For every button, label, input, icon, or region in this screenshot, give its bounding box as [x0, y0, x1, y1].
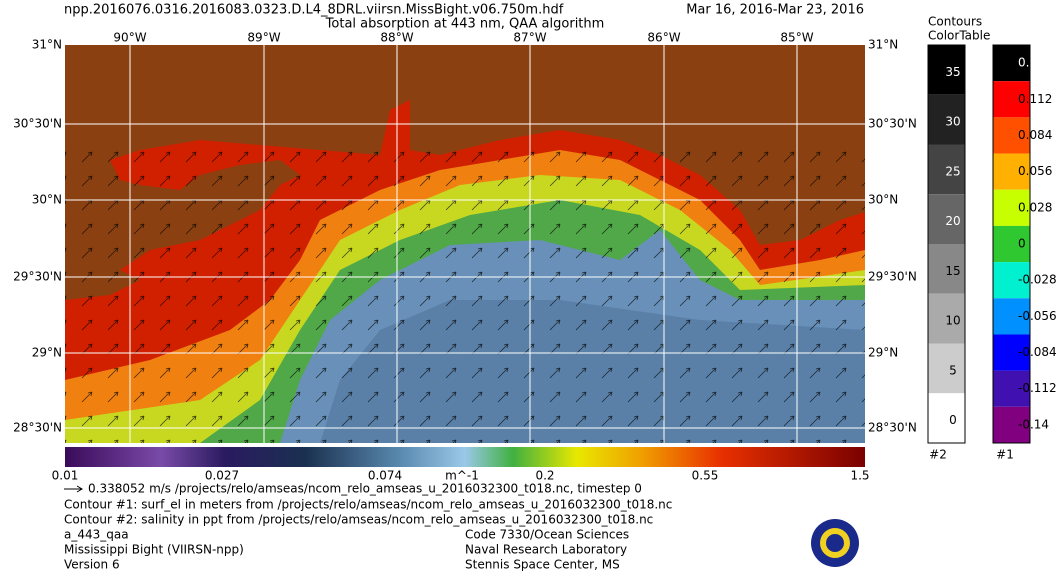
- colortable-1-label: -0.028: [1018, 273, 1057, 287]
- colortable-1-cell: [993, 370, 1030, 407]
- colortable-1-cell: [993, 262, 1030, 299]
- colortable-2-label: 25: [945, 164, 960, 178]
- dates: Mar 16, 2016-Mar 23, 2016: [686, 3, 864, 18]
- colorbar-label: m^-1: [445, 469, 479, 483]
- colortable-1-frame: [992, 44, 1031, 444]
- footer-line: Mississippi Bight (VIIRSN-npp): [64, 543, 244, 557]
- colortable-1-label: 0.028: [1018, 200, 1052, 214]
- colortable-1-label: 0.056: [1018, 164, 1052, 178]
- map: [65, 45, 865, 443]
- colortable-1-cell: [993, 334, 1030, 371]
- logo: [811, 519, 859, 567]
- colorbar-label: 0.2: [535, 469, 554, 483]
- colortable-1-label: -0.112: [1018, 381, 1057, 395]
- latitude-label: 30°N: [868, 193, 898, 207]
- colortable-1-label: -0.14: [1018, 417, 1049, 431]
- colortable-2-label: 10: [945, 314, 960, 328]
- colortable-1-cell: [993, 81, 1030, 118]
- latitude-label: 31°N: [32, 38, 62, 52]
- latitude-label: 28°30'N: [13, 421, 62, 435]
- org-line: Code 7330/Ocean Sciences: [465, 528, 629, 542]
- file-name: npp.2016076.0316.2016083.0323.D.L4_8DRL.…: [64, 3, 564, 18]
- colortable-1-label: 0: [1018, 237, 1026, 251]
- colorbar-label: 0.01: [52, 469, 79, 483]
- colortable-1-cell: [993, 153, 1030, 190]
- colortable-1-label: -0.084: [1018, 345, 1057, 359]
- colorbar-label: 0.027: [205, 469, 239, 483]
- colortable-1-name: #1: [996, 448, 1014, 462]
- colortable-2-cell: [928, 293, 965, 344]
- colortable-2-label: 30: [945, 115, 960, 129]
- colortable-2-label: 5: [949, 363, 957, 377]
- colortable-2-label: 15: [945, 264, 960, 278]
- longitude-label: 88°W: [380, 31, 413, 45]
- colortable-2-label: 20: [945, 214, 960, 228]
- latitude-label: 28°30'N: [868, 421, 917, 435]
- colortable-2-cell: [928, 94, 965, 145]
- colortable-2-cell: [928, 144, 965, 195]
- colortable-1-label: 0.084: [1018, 128, 1052, 142]
- colortable-1-label: 0.14: [1018, 56, 1045, 70]
- latitude-label: 29°30'N: [868, 270, 917, 284]
- org-line: Stennis Space Center, MS: [465, 558, 620, 572]
- latitude-label: 30°30'N: [13, 117, 62, 131]
- footer-line: Version 6: [64, 558, 120, 572]
- colorbar: [65, 447, 865, 467]
- subtitle: Total absorption at 443 nm, QAA algorith…: [325, 17, 605, 32]
- vector-key: [64, 485, 83, 493]
- longitude-label: 85°W: [780, 31, 813, 45]
- colortable-1: 0.14 0.112 0.084 0.056 0.028 0 -0.028 -0.056 -0.…: [993, 45, 1057, 443]
- latitude-label: 29°30'N: [13, 270, 62, 284]
- colortable-2-frame: [927, 44, 966, 444]
- colortable-1-cell: [993, 45, 1030, 82]
- colortable-1-cell: [993, 406, 1030, 443]
- colorbar-label: 0.074: [368, 469, 402, 483]
- org-line: Naval Research Laboratory: [465, 543, 627, 557]
- colorbar-label: 0.55: [692, 469, 719, 483]
- colortable-2-cell: [928, 393, 965, 443]
- colortable-2-cell: [928, 194, 965, 244]
- contours-subtitle: ColorTable: [928, 29, 990, 43]
- latitude-label: 29°N: [32, 346, 62, 360]
- footer-line: Contour #1: surf_el in meters from /proj…: [64, 498, 672, 512]
- footer-line: Contour #2: salinity in ppt from /projec…: [64, 513, 653, 527]
- longitude-label: 89°W: [247, 31, 280, 45]
- colortable-2-cell: [928, 244, 965, 294]
- colortable-2-cell: [928, 343, 965, 394]
- colortable-1-label: -0.056: [1018, 309, 1057, 323]
- colortable-1-label: 0.112: [1018, 92, 1052, 106]
- colortable-1-cell: [993, 189, 1030, 226]
- latitude-label: 31°N: [868, 38, 898, 52]
- colortable-2-name: #2: [929, 448, 947, 462]
- colortable-1-cell: [993, 298, 1030, 335]
- latitude-label: 29°N: [868, 346, 898, 360]
- colortable-2-label: 35: [945, 65, 960, 79]
- contours-title: Contours: [928, 15, 982, 29]
- longitude-label: 87°W: [513, 31, 546, 45]
- longitude-label: 86°W: [647, 31, 680, 45]
- longitude-label: 90°W: [113, 31, 146, 45]
- colortable-2: 35 30 25 20 15 10 5 0: [928, 45, 965, 443]
- colorbar-label: 1.5: [850, 469, 869, 483]
- colortable-2-cell: [928, 45, 965, 95]
- colortable-2-label: 0: [949, 413, 957, 427]
- footer-line: 0.338052 m/s /projects/relo/amseas/ncom_…: [88, 482, 642, 496]
- colortable-1-cell: [993, 117, 1030, 154]
- latitude-label: 30°N: [32, 193, 62, 207]
- latitude-label: 30°30'N: [868, 117, 917, 131]
- footer-line: a_443_qaa: [64, 528, 129, 542]
- colortable-1-cell: [993, 225, 1030, 263]
